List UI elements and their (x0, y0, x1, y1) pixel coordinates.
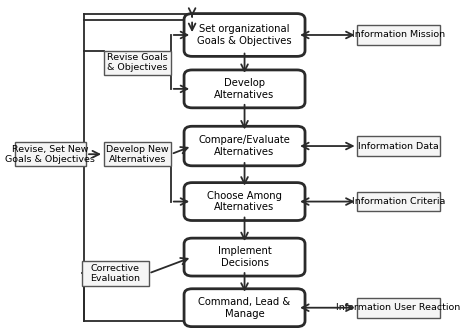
Text: Set organizational
Goals & Objectives: Set organizational Goals & Objectives (197, 24, 292, 46)
FancyBboxPatch shape (184, 70, 305, 108)
FancyBboxPatch shape (357, 192, 440, 211)
FancyBboxPatch shape (357, 25, 440, 45)
FancyBboxPatch shape (104, 142, 171, 166)
Text: Information Criteria: Information Criteria (352, 197, 445, 206)
Text: Revise Goals
& Objectives: Revise Goals & Objectives (107, 53, 168, 72)
Text: Choose Among
Alternatives: Choose Among Alternatives (207, 191, 282, 212)
Text: Compare/Evaluate
Alternatives: Compare/Evaluate Alternatives (199, 135, 291, 157)
Text: Implement
Decisions: Implement Decisions (218, 246, 272, 268)
FancyBboxPatch shape (184, 183, 305, 220)
Text: Command, Lead &
Manage: Command, Lead & Manage (199, 297, 291, 318)
Text: Develop New
Alternatives: Develop New Alternatives (106, 145, 169, 164)
FancyBboxPatch shape (15, 142, 86, 166)
Text: Corrective
Evaluation: Corrective Evaluation (90, 264, 140, 283)
Text: Information Data: Information Data (358, 142, 439, 151)
FancyBboxPatch shape (357, 136, 440, 156)
FancyBboxPatch shape (184, 289, 305, 327)
Text: Information Mission: Information Mission (352, 31, 445, 39)
FancyBboxPatch shape (104, 51, 171, 75)
Text: Information User Reaction: Information User Reaction (337, 303, 461, 312)
FancyBboxPatch shape (184, 13, 305, 56)
Text: Develop
Alternatives: Develop Alternatives (214, 78, 274, 100)
FancyBboxPatch shape (184, 126, 305, 166)
Text: Revise, Set New
Goals & Objectives: Revise, Set New Goals & Objectives (5, 145, 95, 164)
FancyBboxPatch shape (357, 298, 440, 318)
FancyBboxPatch shape (82, 261, 148, 286)
FancyBboxPatch shape (184, 238, 305, 276)
